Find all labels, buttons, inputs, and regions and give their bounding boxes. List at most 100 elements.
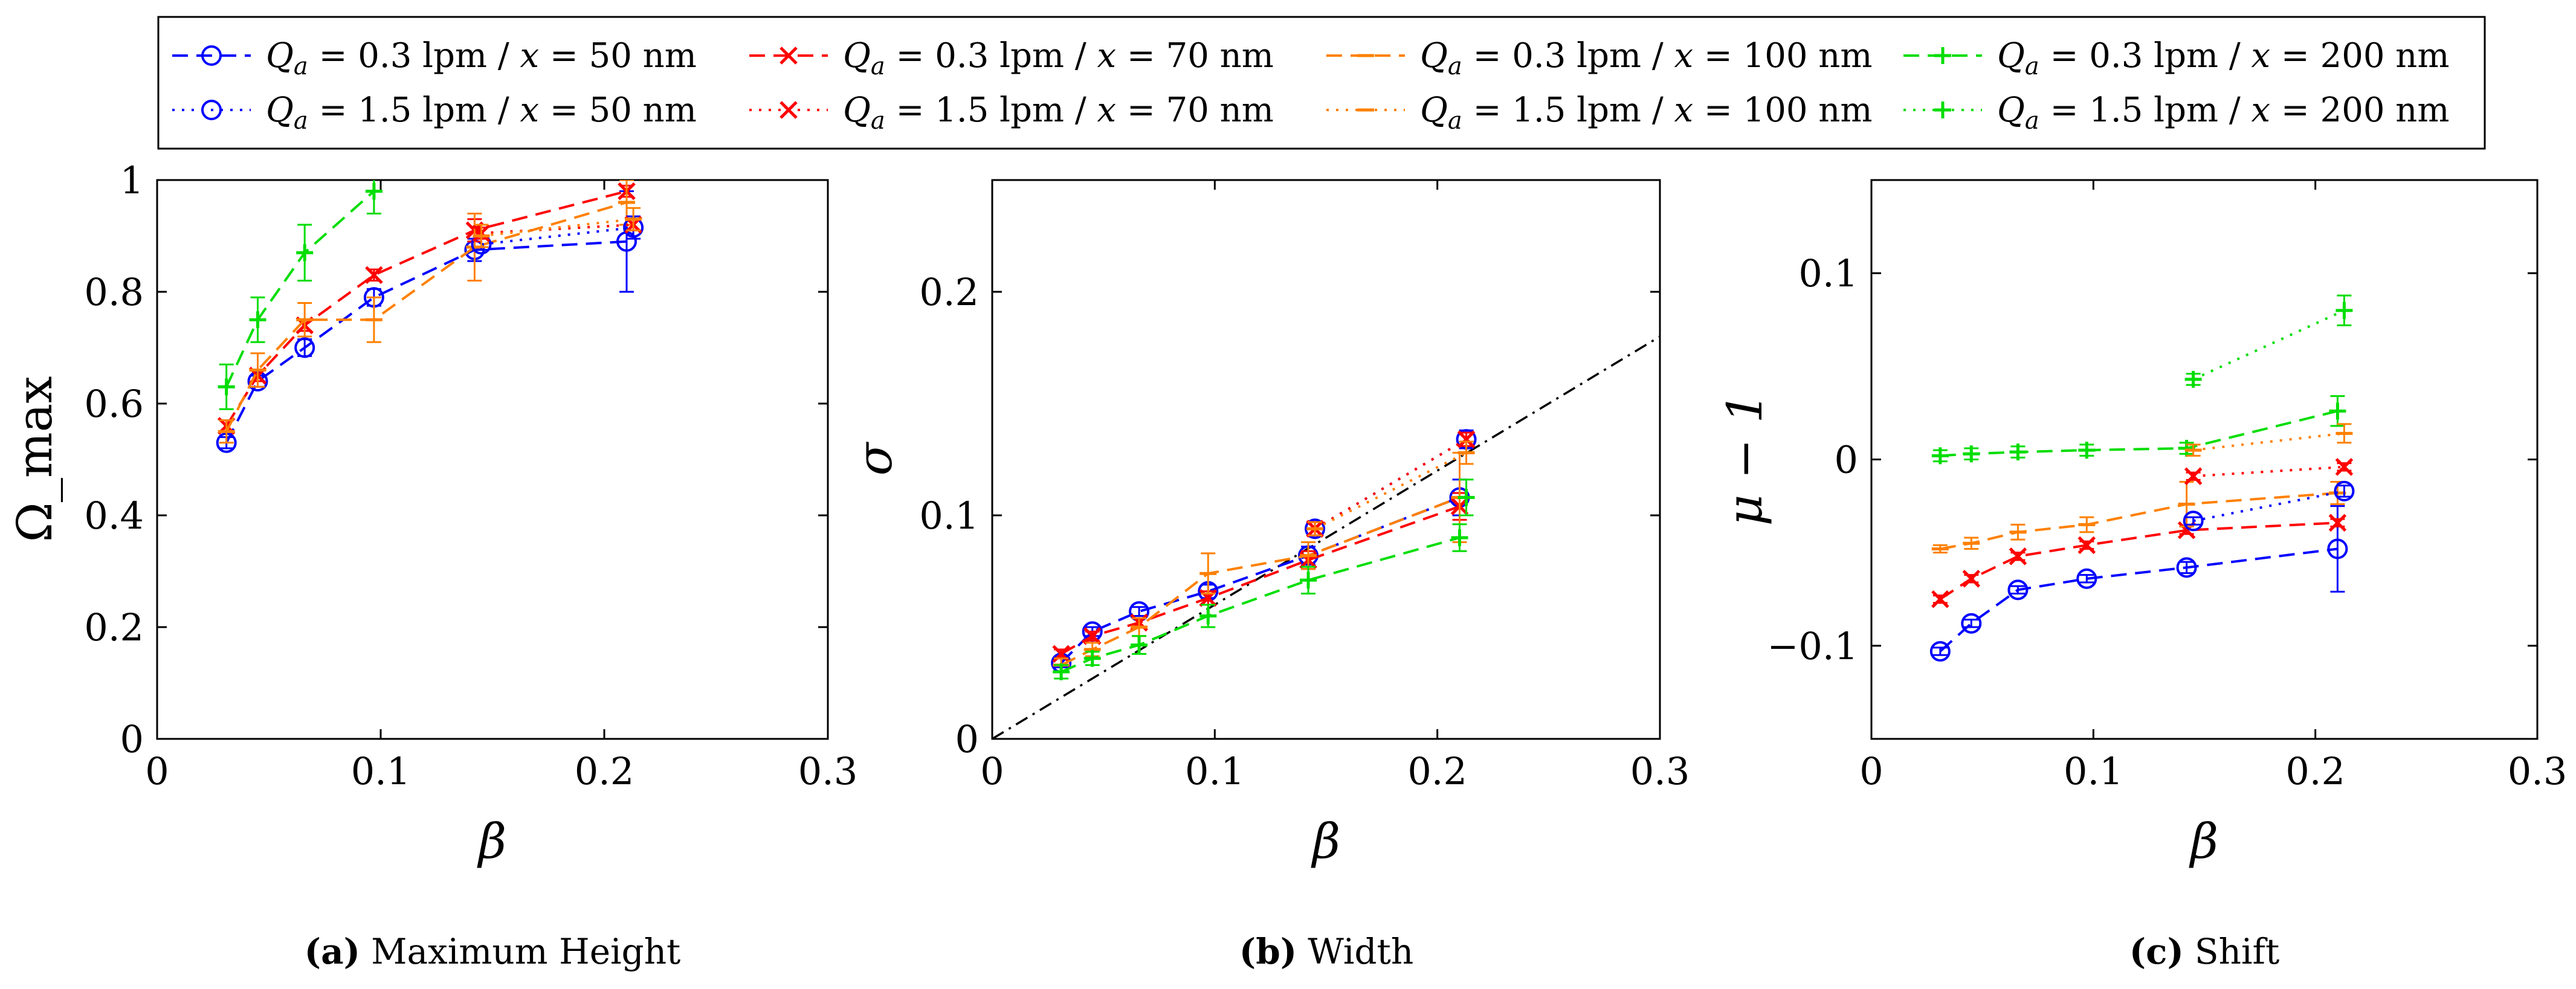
caption-text-b: Width [1308, 931, 1413, 972]
series-line-c-5 [2193, 465, 2345, 478]
series-line-a-1 [225, 190, 627, 427]
data-point-c-4 [2183, 511, 2204, 532]
ylabel-b: σ [847, 441, 903, 475]
xlabel-b: β [1311, 813, 1340, 869]
legend-q-sub: a [1448, 53, 1462, 80]
series-group-b [992, 335, 1660, 739]
legend-x-value: = 100 nm [1693, 36, 1872, 76]
data-point-b-5 [1457, 430, 1476, 448]
xtick-label-c: 0.1 [2064, 749, 2123, 793]
legend-q-symbol: Q [843, 36, 871, 76]
legend-q-value: = 0.3 lpm / [885, 36, 1097, 76]
legend-marker [201, 45, 222, 66]
legend-label: Qa = 0.3 lpm / x = 100 nm [1420, 36, 1872, 80]
data-point-c-1 [2328, 514, 2347, 532]
legend-q-sub: a [294, 107, 308, 135]
legend-x-symbol: x [1674, 91, 1694, 130]
ylabel-a: Ω_max [7, 376, 63, 543]
legend-x-symbol: x [1097, 36, 1117, 76]
data-point-b-3 [1083, 649, 1101, 667]
data-point-a-3 [365, 182, 383, 200]
data-point-c-5 [2335, 458, 2354, 476]
legend-label: Qa = 0.3 lpm / x = 50 nm [266, 36, 697, 80]
axes-frame-b [991, 179, 1661, 740]
ytick-label-c: −0.1 [1767, 624, 1858, 668]
error-bar-c-0 [1964, 619, 1979, 628]
caption-c: (c) Shift [2129, 931, 2280, 972]
data-point-c-1 [1931, 590, 1949, 608]
data-point-c-7 [2336, 301, 2353, 319]
series-line-b-3 [1060, 536, 1461, 673]
legend-x-symbol: x [2252, 36, 2271, 76]
data-point-c-3 [2329, 402, 2346, 420]
legend-label: Qa = 0.3 lpm / x = 70 nm [843, 36, 1274, 80]
legend-q-value: = 1.5 lpm / [1462, 91, 1674, 130]
legend-label: Qa = 1.5 lpm / x = 50 nm [266, 91, 697, 135]
legend-items: Qa = 0.3 lpm / x = 50 nm Qa = 0.3 lpm / x… [172, 36, 2449, 135]
legend-x-symbol: x [1674, 36, 1694, 76]
xtick-label-b: 0 [980, 749, 1004, 793]
series-line-a-3 [225, 190, 375, 388]
data-point-a-0 [294, 337, 315, 358]
caption-letter-b: (b) [1239, 931, 1297, 972]
caption-b: (b) Width [1239, 931, 1413, 972]
caption-text-a: Maximum Height [371, 931, 680, 972]
axes-frame-a [156, 179, 829, 740]
legend-q-symbol: Q [1420, 36, 1448, 76]
data-point-a-1 [365, 266, 383, 285]
legend-marker [780, 101, 798, 119]
series-line-c-1 [1939, 521, 2338, 601]
legend-label: Qa = 0.3 lpm / x = 200 nm [1997, 36, 2449, 80]
legend-x-value: = 50 nm [539, 36, 697, 76]
ytick-label-a: 0 [120, 717, 144, 761]
data-point-c-0 [1929, 641, 1951, 662]
series-line-c-7 [2192, 309, 2345, 381]
series-line-a-2 [225, 201, 627, 433]
data-point-a-3 [218, 378, 235, 396]
legend: Qa = 0.3 lpm / x = 50 nm Qa = 0.3 lpm / x… [157, 16, 2486, 150]
legend-q-sub: a [2025, 53, 2039, 80]
series-line-b-6 [1314, 451, 1467, 530]
caption-letter-a: (a) [305, 931, 360, 972]
legend-q-symbol: Q [1420, 91, 1448, 130]
data-point-b-3 [1300, 572, 1317, 589]
data-point-c-0 [2327, 538, 2348, 559]
series-line-a-5 [481, 224, 634, 234]
data-point-b-3 [1199, 607, 1217, 625]
legend-q-value: = 0.3 lpm / [308, 36, 520, 76]
error-bar-c-0 [2010, 585, 2026, 594]
legend-q-value: = 1.5 lpm / [308, 91, 520, 130]
data-point-c-1 [2009, 547, 2027, 565]
error-bar-c-4 [2337, 485, 2352, 498]
series-line-b-5 [1314, 438, 1467, 530]
ytick-label-a: 1 [120, 158, 144, 202]
panel-shift: 0 0.1 0.2 0.3 −0.1 0 0.1 β μ − 1 (c) Shift [1717, 179, 2567, 972]
series-line-b-2 [1060, 496, 1461, 666]
legend-x-value: = 50 nm [539, 91, 697, 130]
error-bar-b-0 [1132, 606, 1147, 617]
ylabel-c: μ − 1 [1717, 393, 1773, 526]
caption-text-c: Shift [2195, 931, 2279, 972]
data-point-c-0 [2007, 579, 2029, 601]
data-point-c-7 [2184, 370, 2202, 388]
legend-x-value: = 100 nm [1693, 91, 1872, 130]
series-line-a-6 [481, 217, 634, 237]
legend-marker [201, 100, 222, 120]
ytick-label-c: 0.1 [1798, 251, 1858, 295]
data-point-b-1 [1083, 627, 1102, 645]
data-point-a-3 [249, 311, 266, 329]
legend-marker [1934, 101, 1951, 118]
series-line-a-4 [481, 226, 634, 246]
series-line-a-0 [225, 240, 627, 443]
xtick-label-a: 0.2 [575, 749, 634, 793]
legend-q-symbol: Q [266, 91, 294, 130]
data-point-c-4 [2334, 480, 2355, 501]
legend-frame [157, 16, 2486, 150]
xtick-label-c: 0.2 [2285, 749, 2345, 793]
legend-q-value: = 0.3 lpm / [1462, 36, 1674, 76]
legend-q-value: = 0.3 lpm / [2039, 36, 2252, 76]
legend-q-sub: a [2025, 107, 2039, 135]
data-point-c-5 [2184, 467, 2203, 486]
legend-marker [1934, 47, 1951, 64]
